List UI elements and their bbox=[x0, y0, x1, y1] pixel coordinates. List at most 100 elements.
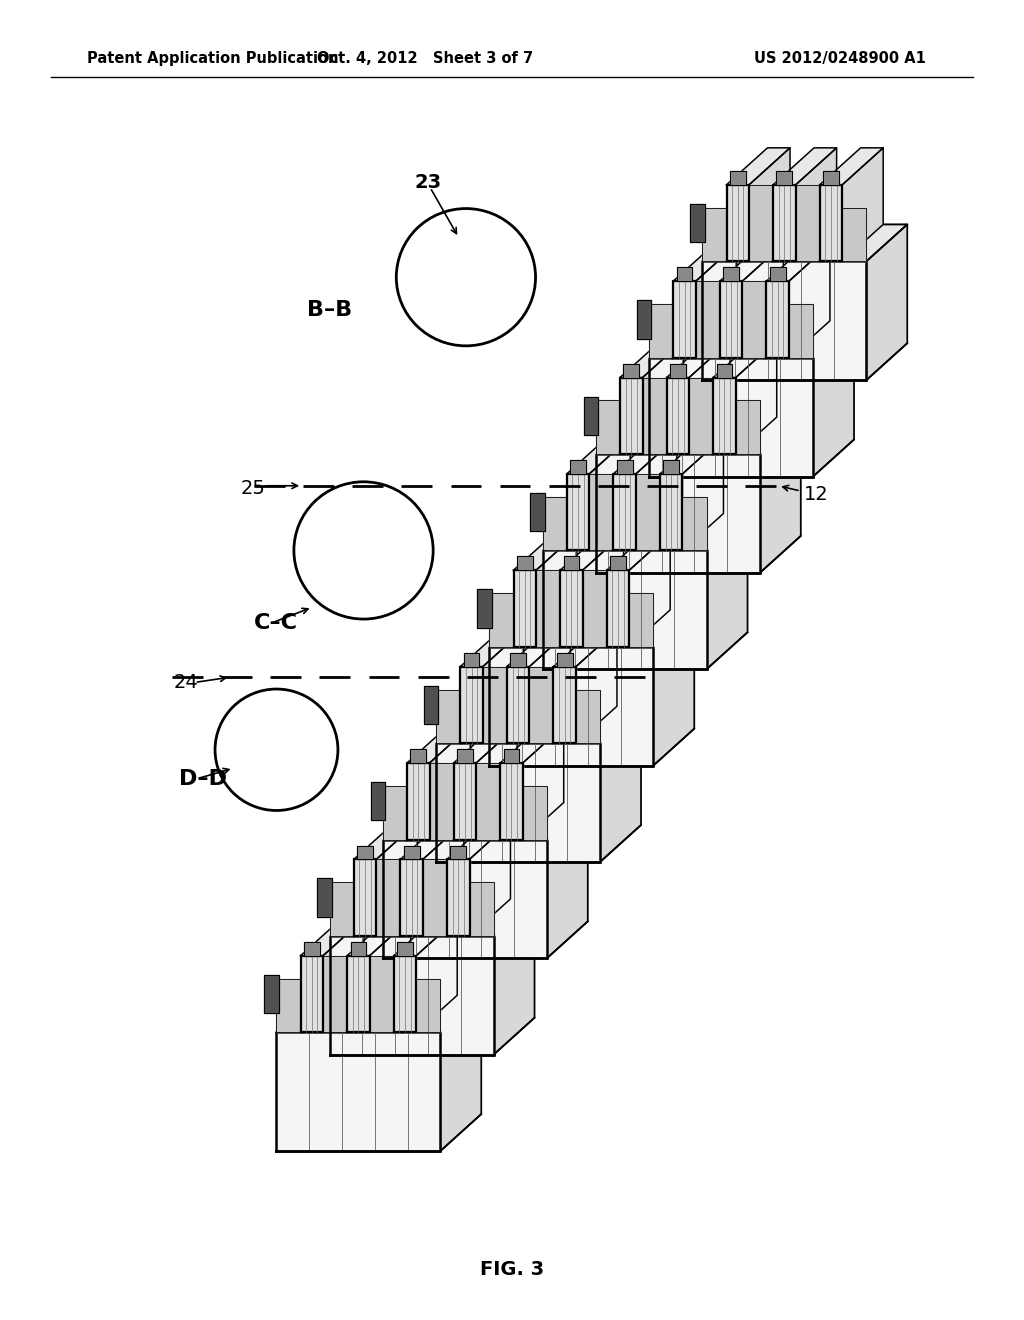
Polygon shape bbox=[707, 513, 748, 669]
Polygon shape bbox=[489, 610, 694, 647]
Polygon shape bbox=[560, 533, 624, 570]
Polygon shape bbox=[643, 341, 684, 454]
Polygon shape bbox=[667, 341, 730, 378]
Polygon shape bbox=[330, 882, 354, 936]
Polygon shape bbox=[517, 557, 532, 570]
Polygon shape bbox=[637, 301, 651, 339]
Polygon shape bbox=[317, 879, 332, 916]
Polygon shape bbox=[304, 942, 319, 956]
Polygon shape bbox=[523, 785, 547, 840]
Polygon shape bbox=[501, 763, 523, 840]
Polygon shape bbox=[543, 513, 748, 550]
Polygon shape bbox=[583, 533, 624, 647]
Polygon shape bbox=[476, 763, 501, 840]
Polygon shape bbox=[504, 750, 519, 763]
Text: B–B: B–B bbox=[307, 300, 352, 321]
Polygon shape bbox=[454, 726, 517, 763]
Polygon shape bbox=[590, 474, 613, 550]
Polygon shape bbox=[494, 899, 535, 1055]
Polygon shape bbox=[720, 281, 742, 358]
Polygon shape bbox=[276, 978, 301, 1032]
Polygon shape bbox=[567, 437, 631, 474]
Polygon shape bbox=[543, 496, 567, 550]
Polygon shape bbox=[584, 397, 598, 436]
Polygon shape bbox=[621, 378, 643, 454]
Polygon shape bbox=[397, 942, 413, 956]
Polygon shape bbox=[464, 653, 479, 667]
Polygon shape bbox=[600, 706, 641, 862]
Polygon shape bbox=[616, 461, 633, 474]
Polygon shape bbox=[370, 919, 411, 1032]
Polygon shape bbox=[354, 822, 418, 859]
Polygon shape bbox=[726, 185, 749, 261]
Polygon shape bbox=[636, 474, 659, 550]
Polygon shape bbox=[689, 341, 730, 454]
Polygon shape bbox=[819, 148, 883, 185]
Polygon shape bbox=[451, 846, 466, 859]
Polygon shape bbox=[726, 148, 791, 185]
Polygon shape bbox=[403, 846, 420, 859]
Polygon shape bbox=[276, 995, 481, 1032]
Polygon shape bbox=[567, 474, 590, 550]
Polygon shape bbox=[276, 1032, 440, 1151]
Polygon shape bbox=[543, 550, 707, 669]
Polygon shape bbox=[557, 653, 572, 667]
Polygon shape bbox=[653, 610, 694, 766]
Polygon shape bbox=[766, 244, 829, 281]
Polygon shape bbox=[702, 207, 726, 261]
Text: 4: 4 bbox=[804, 367, 815, 385]
Polygon shape bbox=[788, 244, 829, 358]
Polygon shape bbox=[713, 341, 777, 378]
Polygon shape bbox=[469, 882, 494, 936]
Polygon shape bbox=[513, 570, 537, 647]
Polygon shape bbox=[324, 919, 365, 1032]
Polygon shape bbox=[690, 205, 705, 243]
Polygon shape bbox=[583, 570, 606, 647]
Polygon shape bbox=[440, 995, 481, 1151]
Polygon shape bbox=[742, 244, 783, 358]
Polygon shape bbox=[377, 859, 400, 936]
Polygon shape bbox=[529, 630, 570, 743]
Text: 1: 1 bbox=[804, 455, 815, 474]
Polygon shape bbox=[483, 667, 507, 743]
Polygon shape bbox=[823, 172, 839, 185]
Polygon shape bbox=[454, 763, 476, 840]
Polygon shape bbox=[773, 185, 796, 261]
Polygon shape bbox=[330, 899, 535, 936]
Polygon shape bbox=[301, 919, 365, 956]
Polygon shape bbox=[357, 846, 373, 859]
Polygon shape bbox=[613, 437, 677, 474]
Polygon shape bbox=[702, 261, 866, 380]
Polygon shape bbox=[489, 593, 513, 647]
Polygon shape bbox=[842, 148, 883, 261]
Polygon shape bbox=[682, 496, 707, 550]
Polygon shape bbox=[730, 172, 745, 185]
Polygon shape bbox=[523, 726, 564, 840]
Polygon shape bbox=[770, 268, 785, 281]
Polygon shape bbox=[610, 557, 626, 570]
Polygon shape bbox=[577, 630, 617, 743]
Polygon shape bbox=[696, 244, 737, 358]
Polygon shape bbox=[324, 956, 347, 1032]
Text: Patent Application Publication: Patent Application Publication bbox=[87, 50, 339, 66]
Polygon shape bbox=[621, 341, 684, 378]
Polygon shape bbox=[749, 185, 773, 261]
Polygon shape bbox=[436, 689, 461, 743]
Polygon shape bbox=[301, 956, 324, 1032]
Polygon shape bbox=[424, 686, 438, 725]
Polygon shape bbox=[813, 321, 854, 477]
Polygon shape bbox=[659, 437, 723, 474]
Polygon shape bbox=[483, 630, 524, 743]
Polygon shape bbox=[629, 533, 670, 647]
Polygon shape bbox=[596, 417, 801, 454]
Polygon shape bbox=[796, 185, 819, 261]
Polygon shape bbox=[720, 244, 783, 281]
Polygon shape bbox=[354, 859, 377, 936]
Polygon shape bbox=[430, 726, 471, 840]
Polygon shape bbox=[383, 785, 408, 840]
Polygon shape bbox=[347, 956, 370, 1032]
Polygon shape bbox=[735, 400, 760, 454]
Polygon shape bbox=[596, 454, 760, 573]
Text: Oct. 4, 2012   Sheet 3 of 7: Oct. 4, 2012 Sheet 3 of 7 bbox=[316, 50, 534, 66]
Polygon shape bbox=[773, 148, 837, 185]
